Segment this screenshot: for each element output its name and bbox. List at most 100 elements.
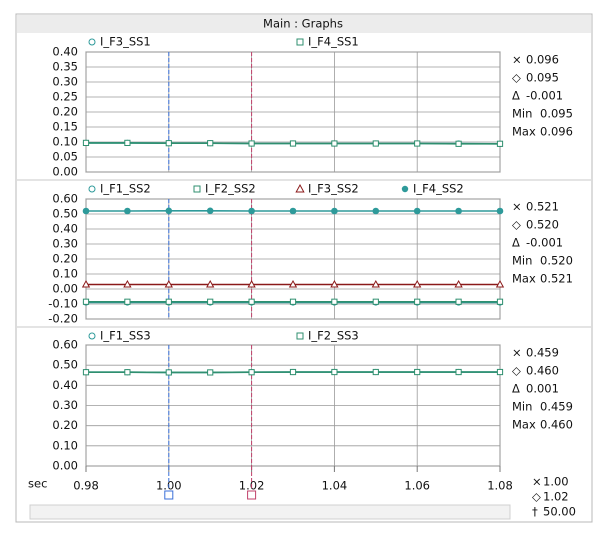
data-point [165, 207, 173, 215]
data-point [248, 207, 255, 215]
data-point [289, 140, 297, 147]
data-point [124, 207, 131, 215]
data-point [331, 298, 338, 305]
cursor-readout-value: 50.00 [543, 505, 576, 519]
data-point [372, 368, 379, 376]
readout-symbol: × [512, 200, 522, 214]
data-point [165, 140, 172, 147]
data-point [206, 279, 215, 288]
cursor-readout-symbol: † [532, 505, 538, 519]
data-point [248, 298, 255, 305]
readout-symbol: Min [512, 400, 532, 414]
readout-value: 0.460 [540, 418, 573, 432]
readout-symbol: Min [512, 254, 532, 268]
x-axis-label: sec [28, 477, 47, 491]
data-point [165, 369, 172, 376]
legend-label: I_F4_SS1 [308, 35, 359, 49]
data-point [455, 207, 462, 215]
x-tick-label: 1.08 [487, 479, 513, 493]
data-point [164, 279, 173, 288]
data-point [413, 207, 421, 215]
y-tick-label: 0.05 [52, 150, 78, 164]
scroll-bar[interactable] [29, 504, 511, 520]
cursor-readout-value: 1.02 [543, 490, 569, 504]
data-point [207, 369, 214, 376]
y-tick-label: 0.30 [52, 237, 78, 251]
readout-symbol: Δ [512, 382, 520, 396]
data-point [414, 368, 421, 376]
readout-symbol: × [512, 53, 522, 67]
data-point [124, 298, 131, 305]
cursor-readout-symbol: ◇ [532, 490, 541, 504]
readout-value: 0.095 [540, 107, 573, 121]
legend-label: I_F3_SS1 [100, 35, 151, 49]
readout-value: 0.096 [526, 53, 559, 67]
readout-symbol: × [512, 346, 522, 360]
data-point [248, 369, 255, 376]
data-point [414, 298, 421, 305]
y-tick-label: -0.20 [48, 312, 78, 326]
data-point [124, 139, 131, 147]
cursor-readout-symbol: × [532, 475, 542, 489]
legend-marker [401, 185, 409, 193]
y-tick-label: 0.15 [52, 120, 78, 134]
data-point [289, 368, 297, 376]
y-tick-label: -0.10 [48, 297, 78, 311]
y-tick-label: 0.60 [52, 338, 78, 352]
readout-value: 0.460 [526, 364, 559, 378]
y-tick-label: 0.10 [52, 135, 78, 149]
data-point [496, 368, 504, 376]
data-point [414, 140, 421, 147]
data-point [495, 279, 505, 288]
y-tick-label: 0.00 [52, 282, 78, 296]
readout-value: 0.095 [526, 71, 559, 85]
cursor-handle[interactable] [247, 490, 257, 500]
data-point [82, 139, 90, 147]
data-point [372, 207, 380, 215]
readout-value: 0.459 [526, 346, 559, 360]
cursor-handle[interactable] [164, 490, 174, 500]
data-point [247, 279, 256, 288]
legend-marker [88, 332, 96, 340]
readout-value: 0.520 [526, 218, 559, 232]
legend-marker [88, 38, 96, 46]
data-point [331, 207, 338, 215]
readout-symbol: Δ [512, 89, 520, 103]
y-tick-label: 0.40 [52, 378, 78, 392]
legend-label: I_F1_SS3 [100, 329, 151, 343]
y-tick-label: 0.50 [52, 207, 78, 221]
data-point [207, 140, 214, 147]
legend-marker [295, 183, 305, 193]
data-point [331, 140, 338, 147]
readout-symbol: Max [512, 125, 536, 139]
y-tick-label: 0.30 [52, 398, 78, 412]
y-tick-label: 0.30 [52, 75, 78, 89]
data-point [82, 298, 90, 305]
readout-value: 0.096 [540, 125, 573, 139]
window-title: Main : Graphs [263, 17, 343, 31]
data-point [81, 279, 91, 288]
data-point [372, 298, 379, 305]
data-point [372, 140, 379, 147]
y-tick-label: 0.10 [52, 267, 78, 281]
legend-marker [296, 332, 304, 340]
title-bar [17, 15, 591, 33]
readout-value: 0.001 [526, 382, 559, 396]
y-tick-label: 0.00 [52, 165, 78, 179]
readout-value: 0.520 [540, 254, 573, 268]
x-tick-label: 1.04 [322, 479, 348, 493]
y-tick-label: 0.20 [52, 252, 78, 266]
data-point [496, 207, 504, 215]
data-point [207, 298, 214, 305]
y-tick-label: 0.40 [52, 45, 78, 59]
readout-symbol: Δ [512, 236, 520, 250]
data-point [371, 279, 380, 288]
readout-symbol: ◇ [512, 218, 521, 232]
data-point [454, 279, 463, 288]
data-point [496, 140, 504, 147]
readout-value: 0.521 [526, 200, 559, 214]
legend-marker [193, 185, 201, 193]
readout-value: 0.521 [540, 272, 573, 286]
